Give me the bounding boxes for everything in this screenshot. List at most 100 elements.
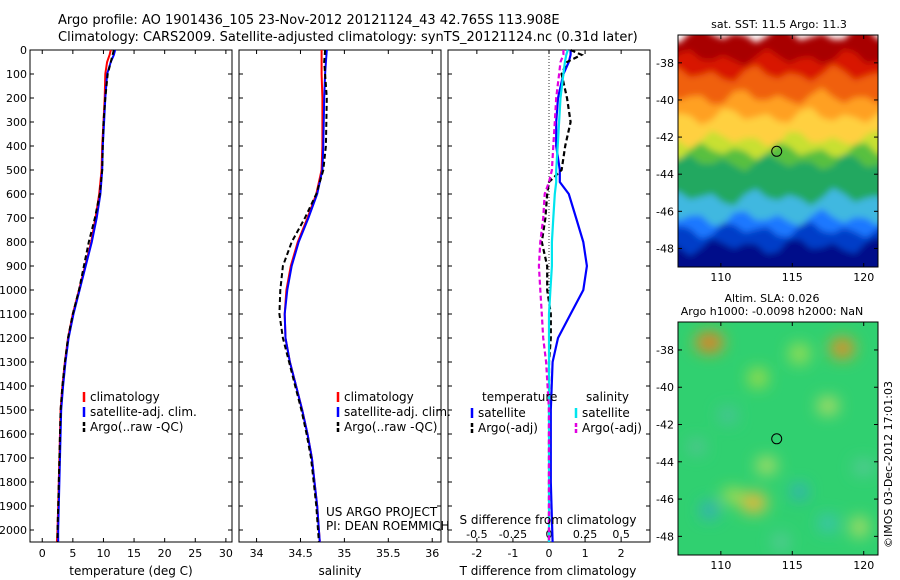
legend-label-argo-raw-qc: Argo(..raw -QC) [90, 420, 183, 434]
sla-anomaly-blob [772, 534, 789, 550]
temperature-ticks: 0100200300400500600700800900100011001200… [0, 44, 233, 560]
depth-tick-label: 800 [6, 236, 27, 249]
legend-label-salinity-argo-adj: Argo(-adj) [582, 421, 642, 435]
t-tick-label: 2 [618, 547, 625, 560]
map-y-tick-label: -40 [656, 94, 674, 107]
legend-label-salinity-satellite: satellite [582, 406, 630, 420]
salinity-series [278, 49, 328, 543]
legend-group-salinity: salinity [586, 390, 629, 404]
project-annotation: US ARGO PROJECT [326, 505, 438, 519]
s-difference-label: S difference from climatology [460, 513, 637, 527]
t-tick-label: -2 [471, 547, 482, 560]
sla-map-panel: Altim. SLA: 0.026 Argo h1000: -0.0098 h2… [656, 292, 879, 572]
sla-anomaly-blob [819, 515, 837, 532]
depth-tick-label: 100 [6, 68, 27, 81]
depth-tick-label: 1500 [0, 404, 27, 417]
argo-position-marker-sla [771, 433, 783, 445]
t-tick-label: -1 [507, 547, 518, 560]
sla-anomaly-blob [836, 343, 849, 354]
sla-anomaly-blob [723, 489, 742, 502]
series-temperature-argo-adj [540, 48, 585, 542]
sla-map-title: Altim. SLA: 0.026 [724, 292, 819, 305]
legend-group-temperature: temperature [482, 390, 557, 404]
map-x-tick-label: 110 [710, 271, 731, 284]
difference-series [537, 48, 589, 543]
sla-map-subtitle: Argo h1000: -0.0098 h2000: NaN [681, 305, 864, 318]
x-tick-label: 0 [39, 547, 46, 560]
sla-anomaly-blob [749, 368, 767, 387]
salinity-panel-frame [238, 49, 442, 543]
series-salinity-satellite [547, 49, 569, 542]
map-y-tick-label: -38 [656, 57, 674, 70]
map-y-tick-label: -46 [656, 205, 674, 218]
legend-label-satellite-adj-clim: satellite-adj. clim. [90, 405, 197, 419]
map-y-tick-label: -46 [656, 493, 674, 506]
depth-tick-label: 200 [6, 92, 27, 105]
legend-label-temperature-argo-adj: Argo(-adj) [478, 421, 538, 435]
sla-map-ticks: 110 115 120 -38 -40 -42 -44 -46 -48 [656, 322, 878, 572]
sst-map-panel: sat. SST: 11.5 Argo: 11.3 110 115 120 -38 -4… [656, 18, 879, 284]
salinity-panel: 34 34.5 35 35.5 36 climatologysatellite-adj.… [238, 49, 451, 578]
x-tick-label: 20 [158, 547, 172, 560]
depth-tick-label: 1400 [0, 380, 27, 393]
t-tick-label: 0 [546, 547, 553, 560]
argo-position-marker [771, 145, 783, 157]
x-tick-label: 10 [96, 547, 110, 560]
depth-tick-label: 600 [6, 188, 27, 201]
series-satellite-adj-clim [283, 49, 328, 543]
sla-map-frame [677, 321, 879, 556]
sla-anomaly-blob [795, 489, 804, 498]
x-tick-label: 15 [127, 547, 141, 560]
imos-timestamp: ©IMOS 03-Dec-2012 17:01:03 [882, 381, 895, 548]
temperature-panel-frame [29, 49, 233, 543]
map-y-tick-label: -48 [656, 242, 674, 255]
map-x-tick-label: 120 [853, 559, 874, 572]
depth-tick-label: 1800 [0, 476, 27, 489]
map-y-tick-label: -40 [656, 381, 674, 394]
map-y-tick-label: -38 [656, 344, 674, 357]
header-line-2: Climatology: CARS2009. Satellite-adjuste… [58, 30, 638, 45]
header-line-1: Argo profile: AO 1901436_105 23-Nov-2012… [58, 13, 560, 28]
difference-ticks: -2 -1 0 1 2-0.5 -0.25 0 0.25 0.5 [448, 49, 650, 560]
sla-anomaly-blob [719, 407, 737, 424]
x-tick-label: 36 [425, 547, 439, 560]
t-tick-label: 1 [582, 547, 589, 560]
s-tick-label: -0.25 [499, 528, 527, 541]
pi-annotation: PI: DEAN ROEMMICH [326, 519, 449, 533]
depth-tick-label: 0 [20, 44, 27, 57]
legend-label-climatology: climatology [344, 390, 414, 404]
depth-tick-label: 1600 [0, 428, 27, 441]
temperature-xlabel: temperature (deg C) [69, 564, 192, 578]
t-difference-label: T difference from climatology [459, 564, 637, 578]
sla-background [678, 322, 878, 555]
s-tick-label: -0.5 [466, 528, 487, 541]
legend-label-temperature-satellite: satellite [478, 406, 526, 420]
series-salinity-argo-adj [537, 50, 565, 542]
legend-label-argo-raw-qc: Argo(..raw -QC) [344, 420, 437, 434]
depth-tick-label: 1700 [0, 452, 27, 465]
sst-map-title: sat. SST: 11.5 Argo: 11.3 [711, 18, 847, 31]
difference-panel: -2 -1 0 1 2-0.5 -0.25 0 0.25 0.5 temperaturesate… [447, 48, 651, 578]
x-tick-label: 30 [219, 547, 233, 560]
temperature-series [55, 49, 117, 543]
depth-tick-label: 400 [6, 140, 27, 153]
temperature-panel: 0100200300400500600700800900100011001200… [0, 44, 233, 578]
depth-tick-label: 900 [6, 260, 27, 273]
x-tick-label: 34.5 [288, 547, 313, 560]
map-x-tick-label: 115 [782, 559, 803, 572]
depth-tick-label: 1000 [0, 284, 27, 297]
series-temperature-satellite [549, 50, 589, 543]
series-argo-raw-qc [56, 49, 115, 542]
map-y-tick-label: -44 [656, 168, 674, 181]
map-y-tick-label: -42 [656, 419, 674, 432]
map-y-tick-label: -42 [656, 131, 674, 144]
sst-map-frame [677, 34, 879, 268]
x-tick-label: 25 [188, 547, 202, 560]
salinity-xlabel: salinity [318, 564, 361, 578]
sla-anomaly-blob [746, 497, 761, 508]
sst-map-ticks: 110 115 120 -38 -40 -42 -44 -46 -48 [656, 35, 878, 284]
depth-tick-label: 1300 [0, 356, 27, 369]
map-y-tick-label: -48 [656, 530, 674, 543]
